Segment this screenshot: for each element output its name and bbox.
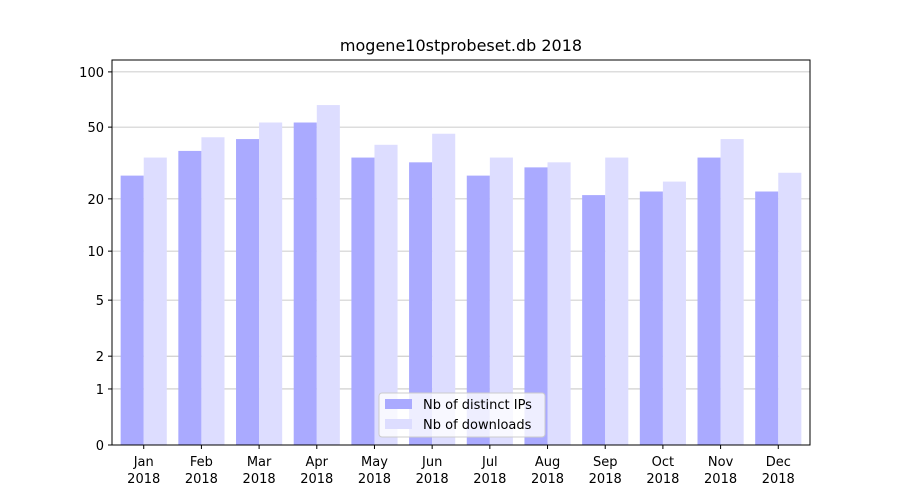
legend-swatch: [385, 399, 412, 409]
bar: [374, 144, 398, 446]
x-tick-label: Oct 2018: [646, 455, 679, 487]
bar: [351, 157, 375, 446]
x-tick-label: Jul 2018: [473, 455, 506, 487]
bar: [582, 195, 606, 445]
x-tick-label: Mar 2018: [243, 455, 276, 487]
bar: [639, 191, 663, 445]
y-tick-label: 50: [87, 121, 104, 136]
bar: [293, 122, 317, 446]
legend: Nb of distinct IPs Nb of downloads: [378, 392, 546, 438]
chart-title: mogene10stprobeset.db 2018: [340, 36, 582, 55]
y-tick-label: 10: [87, 245, 104, 260]
bar: [143, 157, 167, 446]
y-tick-label: 1: [96, 383, 104, 398]
bar: [720, 139, 744, 446]
plot-frame: [111, 59, 811, 446]
legend-box: [378, 392, 546, 438]
x-tick-label: Feb 2018: [185, 455, 218, 487]
bar: [236, 139, 260, 446]
bar: [755, 191, 779, 445]
bar: [178, 150, 202, 445]
bar: [524, 167, 548, 446]
bar: [605, 157, 629, 446]
y-tick-label: 5: [96, 294, 104, 309]
bar: [489, 157, 513, 446]
x-tick-label: Aug 2018: [531, 455, 564, 487]
y-tick-label: 2: [96, 350, 104, 365]
x-tick-label: May 2018: [358, 455, 391, 487]
y-tick-label: 20: [87, 193, 104, 208]
y-tick-label: 100: [79, 66, 104, 81]
bar: [409, 162, 433, 445]
bar: [466, 175, 490, 445]
bar: [201, 137, 225, 446]
bar: [259, 122, 283, 446]
y-tick-label: 0: [96, 439, 104, 454]
x-tick-label: Apr 2018: [300, 455, 333, 487]
x-tick-label: Jun 2018: [416, 455, 449, 487]
legend-label: Nb of downloads: [423, 418, 532, 433]
bar: [120, 175, 144, 445]
x-tick-label: Nov 2018: [704, 455, 737, 487]
bar: [547, 162, 571, 445]
bar: [316, 105, 340, 445]
bar: [778, 172, 802, 445]
bar: [697, 157, 721, 446]
x-tick-label: Dec 2018: [762, 455, 795, 487]
bar: [432, 133, 456, 445]
x-tick-label: Sep 2018: [589, 455, 622, 487]
legend-label: Nb of distinct IPs: [423, 398, 532, 413]
x-tick-label: Jan 2018: [127, 455, 160, 487]
legend-swatch: [385, 419, 412, 429]
bar: [662, 181, 686, 445]
